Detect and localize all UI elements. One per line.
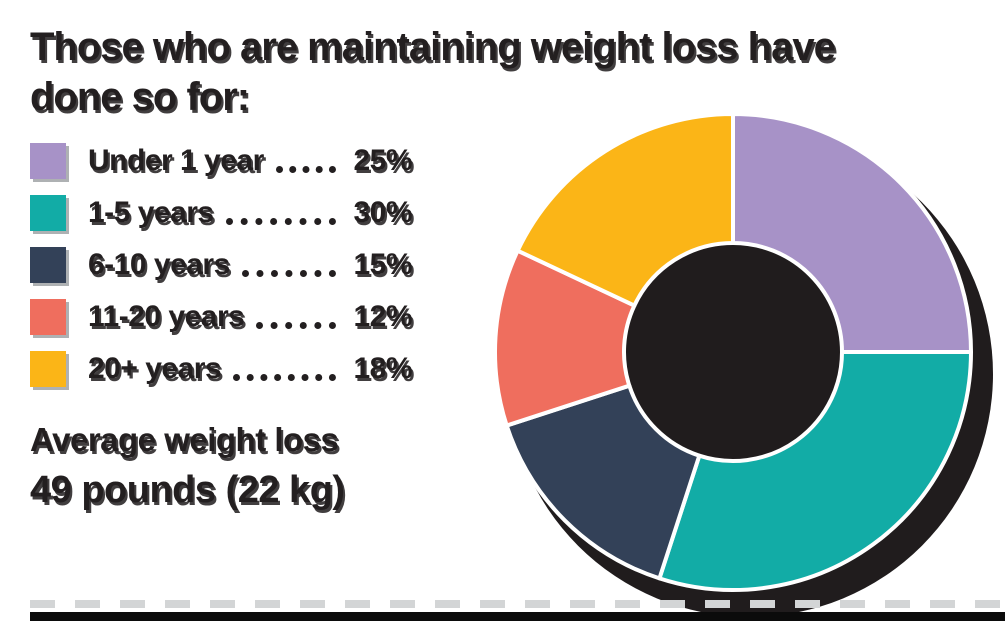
donut-chart: [493, 112, 993, 617]
legend-dot-leader: [233, 374, 336, 381]
legend-row-20-plus-years: 20+ years 18%: [30, 351, 413, 387]
legend-value: 15%: [353, 248, 412, 281]
chart-title: Those who are maintaining weight loss ha…: [30, 22, 980, 122]
donut-slice-20-years: [515, 112, 735, 308]
legend-swatch-11-20-years: [30, 299, 66, 335]
donut-slice-under-1-year: [731, 112, 973, 354]
legend-label: 11-20 years: [88, 300, 245, 333]
average-note: Average weight loss 49 pounds (22 kg): [30, 418, 460, 514]
legend: Under 1 year 25% 1-5 years 30% 6-10 year…: [30, 143, 413, 403]
donut-chart-container: [470, 88, 1005, 621]
legend-dot-leader: [241, 270, 336, 277]
legend-row-6-10-years: 6-10 years 15%: [30, 247, 413, 283]
average-note-line2: 49 pounds (22 kg): [30, 469, 345, 511]
legend-swatch-1-5-years: [30, 195, 66, 231]
legend-swatch-20-plus-years: [30, 351, 66, 387]
legend-label: Under 1 year: [88, 144, 264, 177]
legend-value: 12%: [353, 300, 412, 333]
legend-dot-leader: [225, 218, 336, 225]
average-note-line1: Average weight loss: [30, 421, 339, 458]
legend-row-11-20-years: 11-20 years 12%: [30, 299, 413, 335]
bottom-dashed-divider: [30, 600, 1005, 608]
donut-slice-1-5-years: [657, 350, 973, 592]
legend-swatch-under-1-year: [30, 143, 66, 179]
legend-value: 30%: [353, 196, 412, 229]
legend-row-under-1-year: Under 1 year 25%: [30, 143, 413, 179]
chart-title-line2: done so for:: [30, 75, 250, 119]
legend-value: 25%: [353, 144, 412, 177]
legend-label: 6-10 years: [88, 248, 230, 281]
legend-value: 18%: [353, 352, 412, 385]
legend-dot-leader: [275, 166, 336, 173]
legend-row-1-5-years: 1-5 years 30%: [30, 195, 413, 231]
donut-slice-6-10-years: [504, 383, 702, 581]
chart-title-line1: Those who are maintaining weight loss ha…: [30, 25, 836, 69]
legend-label: 20+ years: [88, 352, 222, 385]
legend-label: 1-5 years: [88, 196, 214, 229]
legend-dot-leader: [256, 322, 336, 329]
bottom-divider-shadow-bar: [30, 612, 1005, 621]
legend-swatch-6-10-years: [30, 247, 66, 283]
